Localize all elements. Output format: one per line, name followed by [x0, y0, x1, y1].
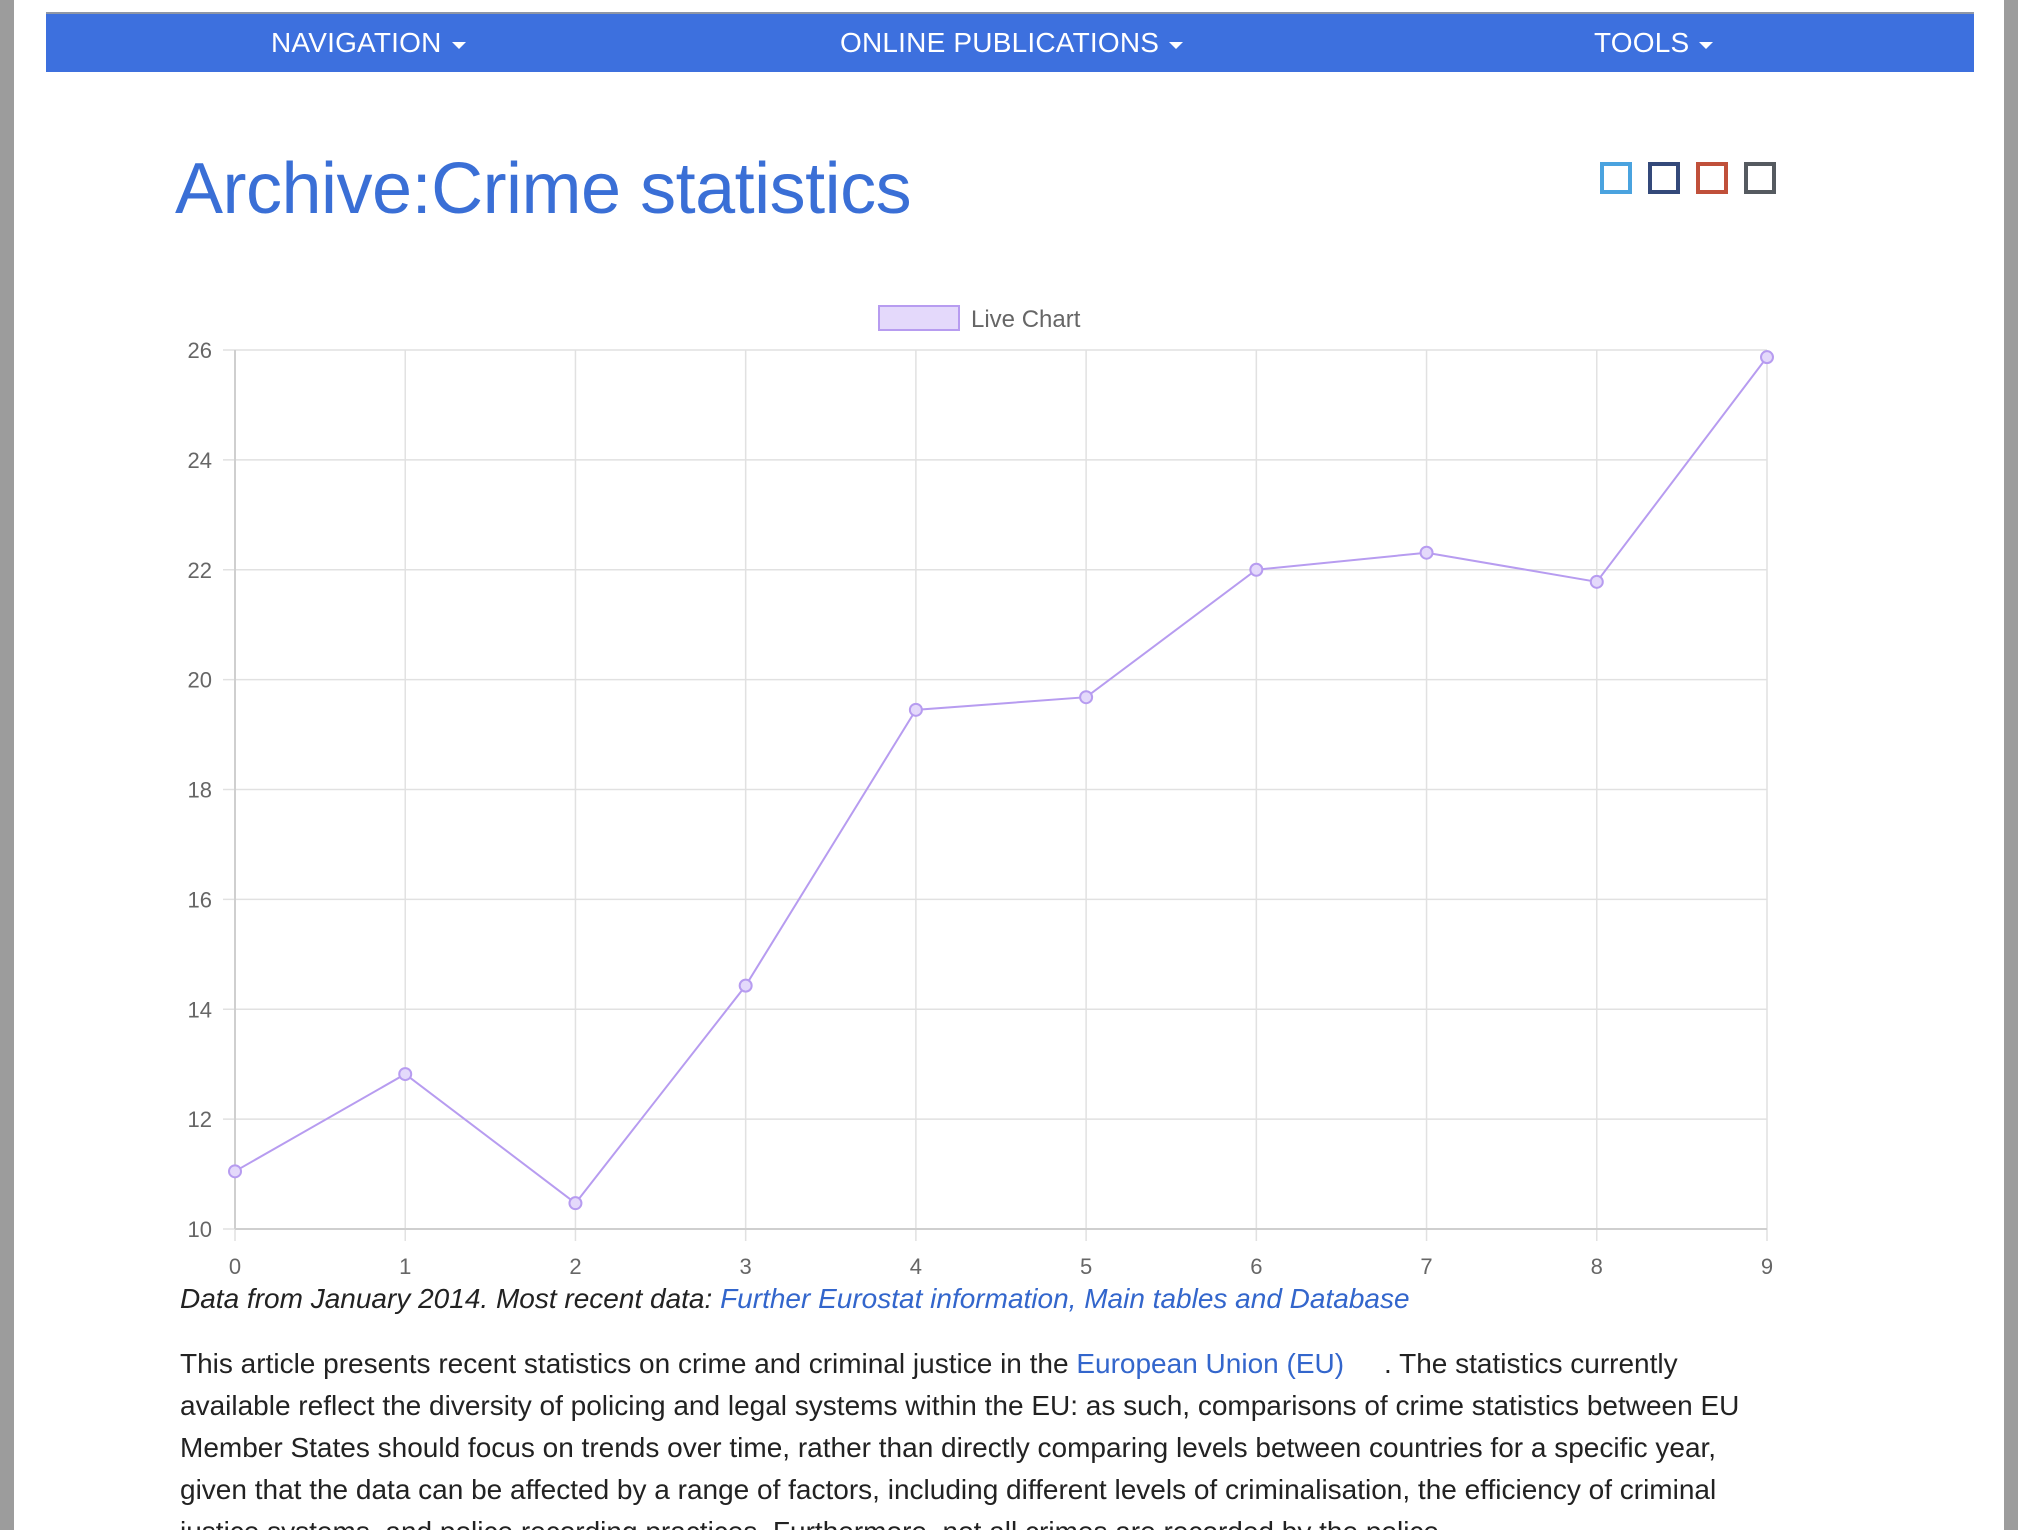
skin-color-option-light-blue[interactable]	[1600, 162, 1632, 194]
legend-label: Live Chart	[971, 306, 1081, 333]
data-point	[1760, 350, 1774, 365]
top-navigation-bar: NAVIGATION ONLINE PUBLICATIONS TOOLS	[46, 14, 1974, 72]
skin-color-option-navy[interactable]	[1648, 162, 1680, 194]
article-intro-continued: . The statistics currently available ref…	[180, 1348, 1740, 1530]
x-tick-label: 3	[740, 1254, 752, 1279]
data-point	[398, 1067, 413, 1082]
data-point	[1079, 690, 1094, 705]
caret-down-icon	[1699, 41, 1714, 49]
x-tick-label: 6	[1250, 1254, 1262, 1279]
chart-caption: Data from January 2014. Most recent data…	[180, 1283, 1410, 1315]
x-tick-label: 7	[1420, 1254, 1432, 1279]
y-tick-label: 24	[188, 448, 212, 473]
y-tick-label: 14	[188, 997, 212, 1022]
x-tick-label: 2	[569, 1254, 581, 1279]
x-tick-label: 4	[910, 1254, 922, 1279]
y-tick-label: 18	[188, 778, 212, 803]
article-intro-text: This article presents recent statistics …	[180, 1348, 1077, 1379]
caption-text: Data from January 2014. Most recent data…	[180, 1283, 721, 1314]
y-tick-label: 26	[188, 338, 212, 363]
x-tick-label: 8	[1591, 1254, 1603, 1279]
nav-menu-label: TOOLS	[1594, 27, 1690, 58]
page-title: Archive:Crime statistics	[175, 149, 912, 229]
data-point	[1249, 562, 1264, 577]
nav-menu-label: NAVIGATION	[271, 27, 442, 58]
y-tick-label: 12	[188, 1107, 212, 1132]
skin-color-option-red[interactable]	[1696, 162, 1728, 194]
data-point	[908, 702, 923, 717]
y-tick-label: 10	[188, 1217, 212, 1242]
caret-down-icon	[451, 41, 466, 49]
x-tick-label: 1	[399, 1254, 411, 1279]
window-right-border	[2004, 0, 2018, 1530]
data-point	[568, 1196, 583, 1211]
data-point	[1589, 574, 1604, 589]
data-point	[228, 1164, 242, 1179]
eurostat-info-link[interactable]: Further Eurostat information, Main table…	[720, 1283, 1410, 1314]
skin-color-option-gray[interactable]	[1744, 162, 1776, 194]
caret-down-icon	[1169, 41, 1184, 49]
y-tick-label: 20	[188, 668, 212, 693]
nav-menu-online-publications[interactable]: ONLINE PUBLICATIONS	[840, 14, 1184, 72]
legend-swatch	[878, 305, 960, 331]
article-intro-paragraph: This article presents recent statistics …	[180, 1343, 1760, 1530]
x-tick-label: 0	[229, 1254, 241, 1279]
window-left-border	[0, 0, 14, 1530]
nav-menu-tools[interactable]: TOOLS	[1594, 14, 1714, 72]
series-line	[234, 356, 1768, 1205]
nav-menu-navigation[interactable]: NAVIGATION	[271, 14, 466, 72]
y-tick-label: 22	[188, 558, 212, 583]
european-union-link[interactable]: European Union (EU)	[1076, 1348, 1345, 1379]
nav-menu-label: ONLINE PUBLICATIONS	[840, 27, 1160, 58]
y-tick-label: 16	[188, 887, 212, 912]
x-tick-label: 5	[1080, 1254, 1092, 1279]
data-point	[1419, 545, 1434, 560]
x-tick-label: 9	[1761, 1254, 1773, 1279]
data-point	[738, 978, 753, 993]
